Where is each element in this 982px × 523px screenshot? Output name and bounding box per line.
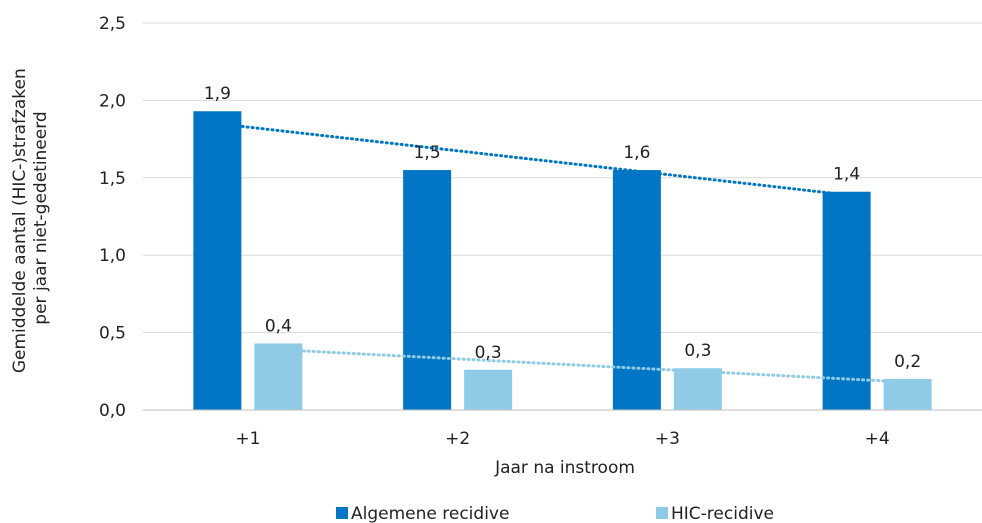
bar-hic-recidive-3	[673, 368, 722, 410]
data-labels: 1,9 0,4 1,5 0,3 1,6 0,3 1,4 0,2	[204, 84, 921, 372]
y-axis-title-line-2: per jaar niet-gedetineerd	[31, 111, 51, 324]
trendlines	[215, 122, 910, 384]
legend-label-hic-recidive: HIC-recidive	[671, 504, 774, 523]
legend-swatch-hic-recidive	[656, 507, 668, 519]
y-tick-label: 2,5	[99, 14, 126, 34]
legend-swatch-algemene-recidive	[336, 507, 348, 519]
y-axis-title: Gemiddelde aantal (HIC-)strafzaken per j…	[10, 63, 51, 373]
data-label-hic-recidive-2: 0,3	[475, 343, 502, 363]
x-tick-label: +3	[655, 429, 680, 449]
bar-hic-recidive-4	[883, 379, 932, 410]
data-label-algemene-recidive-3: 1,6	[623, 143, 650, 163]
x-tick-label: +2	[445, 429, 470, 449]
data-label-algemene-recidive-1: 1,9	[204, 84, 231, 104]
y-tick-label: 2,0	[99, 91, 126, 111]
trendline-algemene-recidive	[215, 122, 849, 197]
x-tick-label: +4	[865, 429, 890, 449]
y-axis-ticks: 0,0 0,5 1,0 1,5 2,0 2,5	[99, 14, 126, 421]
legend-label-algemene-recidive: Algemene recidive	[351, 504, 509, 523]
bar-hic-recidive-1	[254, 343, 303, 410]
legend: Algemene recidive HIC-recidive	[336, 504, 774, 523]
x-axis-title: Jaar na instroom	[494, 458, 635, 478]
y-tick-label: 0,0	[99, 401, 126, 421]
y-tick-label: 1,0	[99, 246, 126, 266]
data-label-hic-recidive-4: 0,2	[894, 352, 921, 372]
data-label-hic-recidive-3: 0,3	[684, 341, 711, 361]
y-tick-label: 0,5	[99, 324, 126, 344]
trendline-hic-recidive	[276, 348, 910, 384]
data-label-algemene-recidive-2: 1,5	[414, 143, 441, 163]
bar-algemene-recidive-2	[403, 170, 452, 410]
bar-algemene-recidive-3	[612, 170, 661, 410]
x-axis-ticks: +1 +2 +3 +4	[235, 429, 889, 449]
y-axis-title-line-1: Gemiddelde aantal (HIC-)strafzaken	[10, 68, 30, 373]
data-label-hic-recidive-1: 0,4	[265, 316, 292, 336]
x-tick-label: +1	[235, 429, 260, 449]
bars	[193, 111, 932, 411]
bar-algemene-recidive-4	[822, 191, 871, 410]
data-label-algemene-recidive-4: 1,4	[833, 165, 860, 185]
bar-hic-recidive-2	[464, 369, 513, 410]
bar-algemene-recidive-1	[193, 111, 242, 411]
y-tick-label: 1,5	[99, 169, 126, 189]
